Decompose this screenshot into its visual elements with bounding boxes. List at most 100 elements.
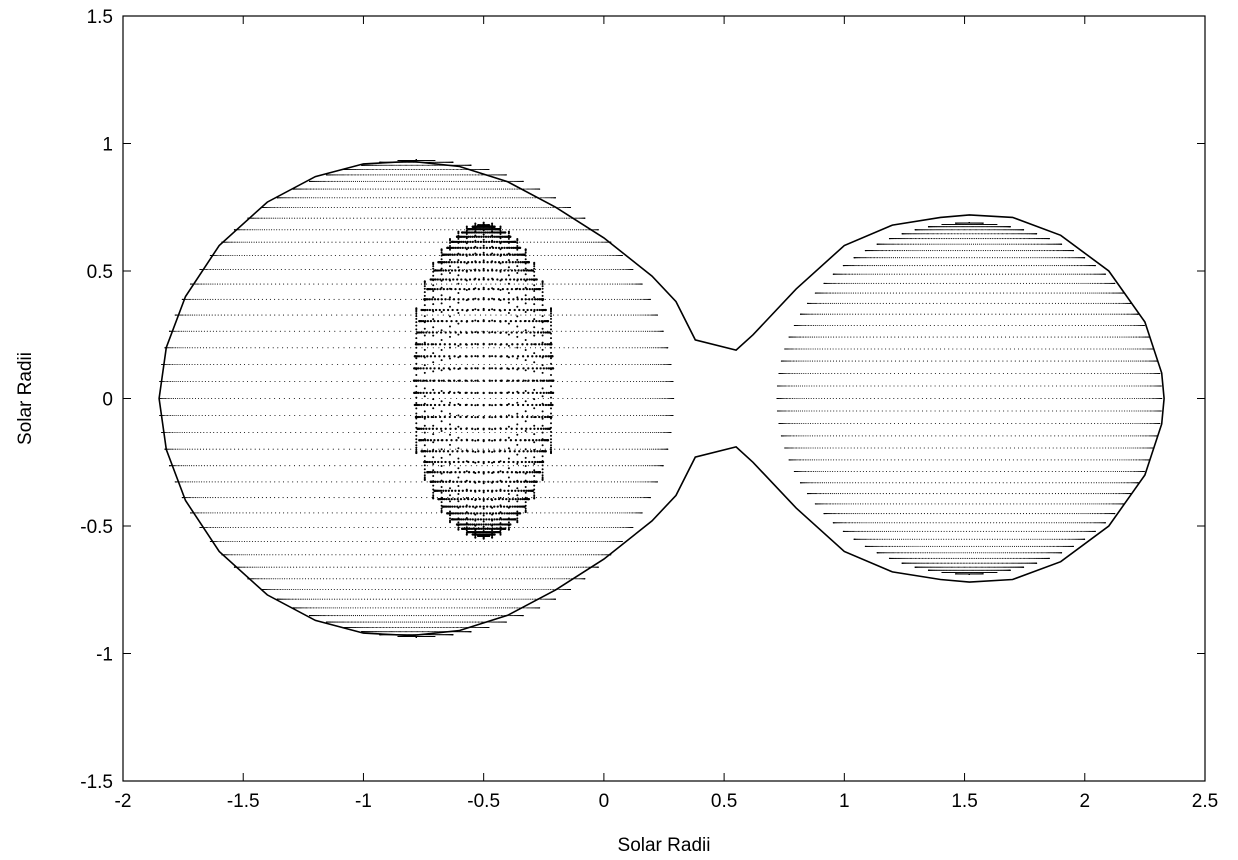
- grid-point: [204, 298, 207, 300]
- grid-point: [273, 229, 275, 231]
- grid-point: [517, 465, 519, 467]
- grid-point: [512, 566, 514, 568]
- grid-point: [476, 621, 478, 623]
- grid-point: [585, 512, 587, 514]
- grid-point: [263, 217, 266, 219]
- grid-point: [212, 465, 214, 467]
- grid-point: [370, 363, 372, 366]
- grid-point: [352, 588, 354, 591]
- grid-point: [488, 497, 490, 499]
- grid-point: [343, 254, 345, 257]
- grid-point: [202, 448, 205, 450]
- grid-point: [327, 347, 329, 349]
- grid-point: [583, 363, 585, 366]
- grid-point: [415, 241, 417, 243]
- grid-point: [350, 283, 352, 285]
- grid-point: [270, 330, 272, 332]
- grid-point: [336, 380, 338, 383]
- grid-point: [267, 206, 269, 209]
- grid-point: [355, 566, 357, 568]
- grid-point: [254, 448, 256, 450]
- grid-point: [540, 540, 542, 543]
- grid-point: [588, 380, 591, 383]
- grid-point: [375, 283, 377, 285]
- grid-point: [369, 540, 372, 543]
- grid-point: [284, 465, 286, 467]
- grid-point: [272, 448, 274, 450]
- grid-point: [263, 241, 265, 243]
- grid-point: [425, 615, 427, 617]
- grid-point: [222, 465, 224, 467]
- grid-point: [504, 197, 507, 199]
- grid-point: [458, 626, 460, 629]
- grid-point: [234, 540, 236, 543]
- grid-point: [351, 314, 353, 316]
- grid-point: [597, 448, 599, 450]
- grid-point: [326, 540, 328, 543]
- grid-point: [346, 174, 348, 176]
- grid-point: [420, 164, 422, 166]
- grid-point: [417, 174, 419, 176]
- grid-point: [557, 397, 559, 400]
- grid-point: [500, 206, 502, 209]
- grid-point: [544, 481, 546, 483]
- grid-point: [512, 229, 514, 231]
- grid-point: [311, 598, 313, 600]
- grid-point: [302, 578, 304, 580]
- grid-point: [488, 347, 490, 349]
- grid-point: [414, 168, 416, 171]
- grid-point: [585, 268, 587, 271]
- grid-point: [177, 397, 179, 400]
- grid-point: [399, 626, 401, 629]
- grid-point: [463, 268, 466, 271]
- grid-point: [256, 217, 258, 219]
- grid-point: [452, 540, 454, 543]
- grid-point: [388, 626, 390, 629]
- grid-point: [609, 414, 611, 417]
- grid-point: [216, 268, 218, 271]
- grid-point: [500, 607, 503, 609]
- grid-point: [307, 598, 309, 600]
- grid-point: [436, 566, 438, 568]
- grid-point: [275, 431, 277, 434]
- grid-point: [424, 164, 426, 166]
- grid-point: [514, 197, 516, 199]
- grid-point: [483, 607, 485, 609]
- grid-point: [306, 206, 308, 209]
- grid-point: [226, 330, 228, 332]
- grid-point: [599, 431, 601, 434]
- grid-point: [389, 497, 391, 499]
- grid-point: [287, 512, 289, 514]
- grid-point: [287, 314, 289, 316]
- grid-point: [452, 566, 454, 568]
- grid-point: [339, 254, 341, 257]
- grid-point: [599, 363, 601, 366]
- grid-point: [509, 566, 511, 568]
- grid-point: [540, 497, 542, 499]
- grid-point: [417, 621, 419, 623]
- grid-point: [464, 578, 466, 580]
- grid-point: [273, 578, 275, 580]
- grid-point: [311, 607, 313, 609]
- grid-point: [231, 363, 233, 366]
- grid-point: [429, 607, 431, 609]
- grid-point: [361, 174, 363, 176]
- grid-point: [364, 554, 366, 556]
- grid-point: [381, 431, 383, 434]
- grid-point: [418, 607, 420, 609]
- grid-point: [571, 380, 573, 383]
- grid-point: [278, 314, 280, 316]
- grid-point: [454, 526, 456, 529]
- grid-point: [371, 229, 373, 231]
- grid-point: [497, 180, 499, 182]
- grid-point: [575, 380, 577, 383]
- grid-point: [199, 448, 202, 450]
- grid-point: [474, 217, 477, 219]
- grid-point: [381, 197, 383, 199]
- grid-point: [489, 598, 491, 600]
- grid-point: [339, 241, 341, 243]
- grid-point: [339, 554, 341, 556]
- grid-point: [351, 626, 354, 629]
- grid-point: [415, 578, 417, 580]
